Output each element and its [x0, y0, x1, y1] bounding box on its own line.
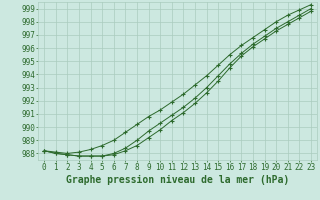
X-axis label: Graphe pression niveau de la mer (hPa): Graphe pression niveau de la mer (hPa) [66, 175, 289, 185]
